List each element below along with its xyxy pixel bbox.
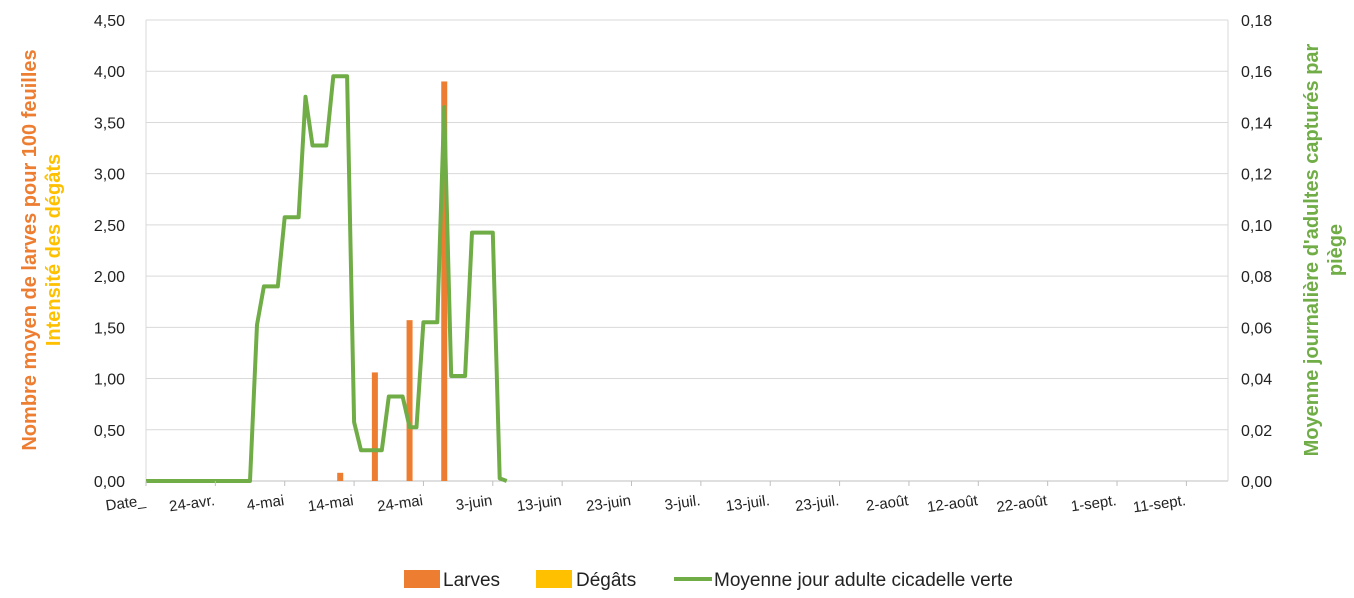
x-tick-label: 22-août xyxy=(995,492,1049,516)
larves-bar xyxy=(371,372,378,481)
x-tick-label: 3-juin xyxy=(455,492,494,514)
left-tick-label: 4,00 xyxy=(94,64,125,81)
right-axis-ticks: 0,00 0,02 0,04 0,06 0,08 0,10 0,12 0,14 0,16 0,18 xyxy=(1241,13,1272,491)
x-tick-label: 24-avr. xyxy=(168,492,216,515)
legend: Larves Dégâts Moyenne jour adulte cicade… xyxy=(404,570,1013,591)
right-tick-label: 0,04 xyxy=(1241,372,1272,389)
x-tick-label: 23-juin xyxy=(585,492,632,515)
x-tick-label: 1-sept. xyxy=(1070,492,1118,515)
left-axis-title-2: Intensité des dégâts xyxy=(43,154,65,346)
right-tick-label: 0,12 xyxy=(1241,167,1272,184)
right-tick-label: 0,06 xyxy=(1241,320,1272,337)
x-tick-label: 13-juin xyxy=(516,492,563,515)
right-axis-title-2: piège xyxy=(1325,224,1347,276)
x-tick-label: 12-août xyxy=(926,492,980,516)
right-tick-label: 0,00 xyxy=(1241,474,1272,491)
larves-bar xyxy=(406,320,413,481)
right-tick-label: 0,02 xyxy=(1241,423,1272,440)
adultes-line xyxy=(146,74,508,483)
left-tick-label: 1,50 xyxy=(94,320,125,337)
x-tick-label: 24-mai xyxy=(376,492,424,515)
x-tick-label: 4-mai xyxy=(246,492,286,514)
left-tick-label: 0,50 xyxy=(94,423,125,440)
left-tick-label: 2,50 xyxy=(94,218,125,235)
legend-label-degats: Dégâts xyxy=(576,570,636,591)
left-tick-label: 3,50 xyxy=(94,115,125,132)
x-tick-label: Date_ xyxy=(105,492,148,514)
left-axis-ticks: 0,00 0,50 1,00 1,50 2,00 2,50 3,00 3,50 4,00 4,50 xyxy=(94,13,125,491)
adultes-line-group xyxy=(146,74,508,483)
x-tick-label: 23-juil. xyxy=(794,492,840,515)
legend-swatch-larves xyxy=(404,570,440,588)
x-tick-label: 13-juil. xyxy=(725,492,771,515)
right-tick-label: 0,18 xyxy=(1241,13,1272,30)
legend-swatch-degats xyxy=(536,570,572,588)
larves-bar xyxy=(337,472,344,481)
x-tick-label: 11-sept. xyxy=(1132,492,1187,516)
left-tick-label: 4,50 xyxy=(94,13,125,30)
gridlines xyxy=(145,19,1229,482)
legend-label-adultes: Moyenne jour adulte cicadelle verte xyxy=(714,570,1013,591)
left-axis-title-1: Nombre moyen de larves pour 100 feuilles xyxy=(19,49,41,450)
x-tick-label: 2-août xyxy=(865,492,910,515)
left-tick-label: 0,00 xyxy=(94,474,125,491)
x-tick-label: 3-juil. xyxy=(664,492,702,514)
right-tick-label: 0,16 xyxy=(1241,64,1272,81)
legend-label-larves: Larves xyxy=(443,570,500,591)
right-axis-title-1: Moyenne journalière d'adultes capturés p… xyxy=(1301,43,1323,456)
right-tick-label: 0,14 xyxy=(1241,115,1272,132)
right-tick-label: 0,10 xyxy=(1241,218,1272,235)
left-tick-label: 2,00 xyxy=(94,269,125,286)
larves-bar xyxy=(441,81,448,481)
x-tick-label: 14-mai xyxy=(307,492,355,515)
left-tick-label: 1,00 xyxy=(94,372,125,389)
right-tick-label: 0,08 xyxy=(1241,269,1272,286)
left-tick-label: 3,00 xyxy=(94,167,125,184)
x-axis-ticks: Date_ 24-avr. 4-mai 14-mai 24-mai 3-juin 13-ju… xyxy=(105,481,1187,516)
larves-bars xyxy=(337,81,448,481)
